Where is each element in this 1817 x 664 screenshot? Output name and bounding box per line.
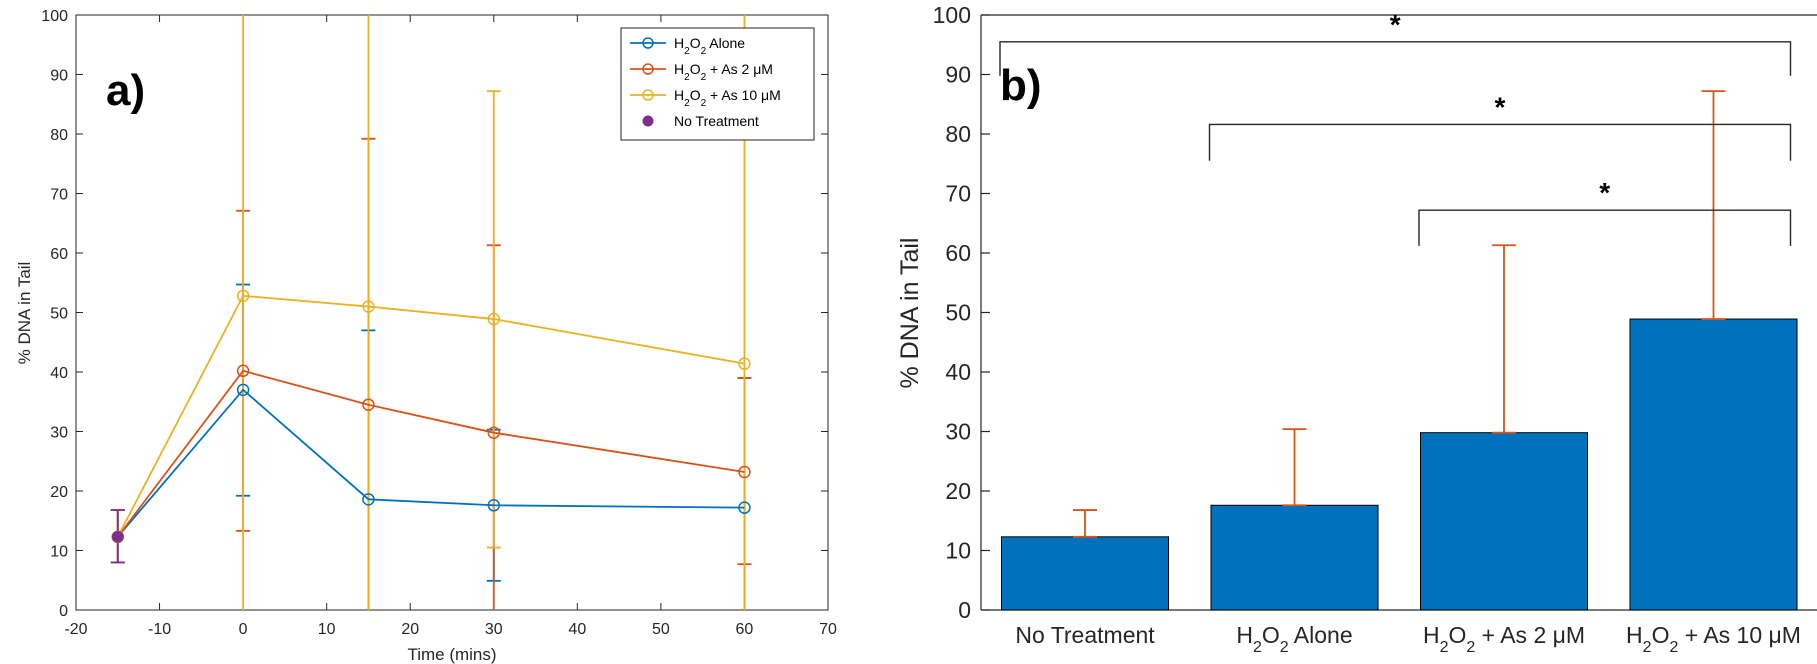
significance-star: *	[1495, 91, 1506, 122]
x-tick-label: H2O2 + As 2 μM	[1423, 622, 1585, 656]
y-tick-label: 100	[933, 2, 971, 28]
panel-a-label: a)	[106, 66, 145, 115]
y-tick-label: 80	[945, 121, 971, 147]
x-tick-label: 20	[401, 621, 419, 638]
y-tick-label: 50	[945, 300, 971, 326]
x-tick-label: 40	[568, 621, 586, 638]
bar	[1211, 505, 1378, 610]
y-tick-label: 90	[945, 62, 971, 88]
significance-bracket	[1419, 210, 1791, 246]
x-tick-label: -10	[148, 621, 171, 638]
y-tick-label: 40	[50, 365, 68, 382]
bar	[1630, 319, 1797, 610]
y-tick-label: 30	[945, 419, 971, 445]
y-tick-label: 90	[50, 68, 68, 85]
panel-b-significance-brackets: * * *	[1000, 9, 1791, 246]
y-tick-label: 0	[59, 603, 68, 620]
y-tick-label: 80	[50, 127, 68, 144]
x-tick-label: 10	[318, 621, 336, 638]
y-tick-label: 100	[41, 8, 68, 25]
panel-a-line-chart: -20 -10 0 10 20 30 40 50 60 70 0 10 20 30 40 50 60 70 80 90…	[15, 8, 837, 664]
x-tick-label: H2O2 + As 10 μM	[1626, 622, 1801, 656]
legend-marker	[643, 116, 653, 126]
x-tick-label: 0	[239, 621, 248, 638]
y-tick-label: 60	[50, 246, 68, 263]
bar	[1002, 537, 1169, 610]
significance-bracket	[1000, 42, 1791, 76]
x-tick-label: 30	[485, 621, 503, 638]
y-tick-label: 40	[945, 359, 971, 385]
data-point	[112, 531, 123, 542]
x-tick-label: 60	[736, 621, 754, 638]
x-tick-label: No Treatment	[1015, 622, 1155, 648]
x-tick-label: 50	[652, 621, 670, 638]
significance-star: *	[1390, 9, 1401, 40]
legend-label: No Treatment	[674, 113, 759, 129]
significance-bracket	[1210, 124, 1791, 160]
x-tick-label: H2O2 Alone	[1236, 622, 1352, 656]
y-tick-label: 50	[50, 306, 68, 323]
y-tick-label: 10	[50, 544, 68, 561]
panel-b-error-bars	[1073, 91, 1726, 537]
x-tick-label: -20	[64, 621, 87, 638]
panel-a-x-axis-title: Time (mins)	[407, 645, 496, 664]
y-tick-label: 70	[50, 187, 68, 204]
y-tick-label: 20	[945, 478, 971, 504]
y-tick-label: 20	[50, 484, 68, 501]
y-tick-label: 60	[945, 240, 971, 266]
panel-b-y-axis-title: % DNA in Tail	[896, 238, 924, 389]
panel-b-bars	[1002, 319, 1798, 610]
significance-star: *	[1599, 177, 1610, 208]
y-tick-label: 70	[945, 181, 971, 207]
y-tick-label: 10	[945, 538, 971, 564]
panel-b-label: b)	[1000, 61, 1042, 110]
y-tick-label: 30	[50, 425, 68, 442]
x-tick-label: 70	[819, 621, 837, 638]
y-tick-label: 0	[958, 597, 971, 623]
bar	[1421, 433, 1588, 610]
panel-b-bar-chart: 0 10 20 30 40 50 60 70 80 90 100 No Treatment H2O2 A…	[896, 2, 1817, 656]
panel-a-y-axis-title: % DNA in Tail	[15, 262, 34, 365]
